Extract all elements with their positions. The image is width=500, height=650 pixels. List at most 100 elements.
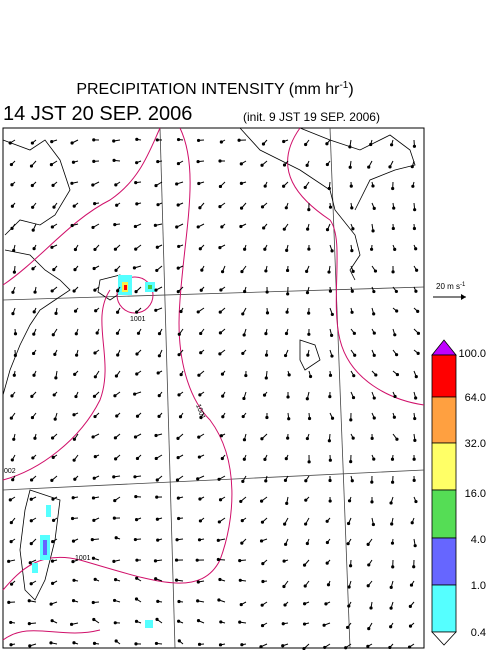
wind-scale-exponent: -1 — [460, 282, 466, 288]
wind-vector-head — [196, 138, 201, 143]
wind-vector-head — [70, 181, 74, 185]
wind-vector-head — [282, 584, 286, 589]
wind-vector-head — [28, 561, 32, 565]
wind-vector-head — [135, 558, 139, 562]
wind-vector-head — [132, 266, 137, 270]
wind-vector-head — [325, 142, 329, 146]
wind-vector-head — [408, 604, 412, 608]
wind-vector-head — [308, 374, 313, 379]
wind-vector-head — [94, 309, 98, 313]
wind-vector-head — [9, 162, 14, 167]
wind-vector-head — [305, 163, 309, 167]
wind-vector-head — [305, 269, 309, 273]
wind-vector-head — [216, 538, 220, 542]
colorbar-label: 32.0 — [465, 438, 486, 450]
wind-vector-head — [238, 620, 242, 624]
wind-vector-head — [71, 599, 76, 603]
wind-vector-head — [13, 332, 18, 336]
wind-vector-head — [9, 520, 13, 525]
colorbar-band — [431, 537, 457, 586]
wind-vector-head — [198, 206, 202, 210]
isobar-label: 1001 — [130, 316, 146, 323]
wind-vector-head — [196, 580, 200, 584]
wind-vector-head — [265, 290, 269, 294]
wind-vector-head — [31, 205, 35, 209]
colorbar — [431, 339, 457, 646]
wind-vector-head — [327, 270, 331, 274]
wind-vector-head — [134, 518, 139, 522]
isobar-label: 1001 — [194, 403, 206, 420]
wind-vector-head — [112, 139, 116, 143]
wind-vector-head — [350, 479, 354, 483]
wind-vector-head — [113, 247, 118, 251]
wind-vector-head — [372, 416, 376, 420]
wind-vector-head — [93, 577, 97, 581]
wind-vector-head — [389, 143, 394, 147]
wind-vector-head — [281, 644, 285, 648]
wind-vector-head — [114, 183, 118, 187]
wind-vector-head — [238, 578, 242, 582]
wind-vector-head — [287, 373, 291, 377]
wind-vector-head — [10, 226, 14, 230]
wind-vector-head — [416, 351, 420, 355]
wind-vector-head — [260, 603, 264, 607]
wind-vector-head — [371, 229, 375, 233]
colorbar-label: 1.0 — [471, 580, 486, 592]
wind-vector-head — [263, 457, 267, 461]
wind-vector-head — [218, 498, 223, 502]
wind-vector-head — [154, 183, 158, 188]
wind-scale-text: 20 m s — [436, 282, 460, 291]
wind-vector-head — [413, 416, 417, 421]
wind-vector-head — [260, 205, 265, 209]
wind-vector-head — [29, 478, 34, 482]
wind-vector-head — [73, 477, 77, 481]
wind-vector-head — [29, 164, 34, 168]
wind-vector-head — [93, 351, 97, 355]
wind-vector-head — [13, 353, 17, 357]
colorbar-band — [431, 354, 457, 398]
wind-vector-head — [54, 376, 58, 380]
wind-vector-head — [175, 182, 179, 186]
wind-vector-head — [219, 434, 223, 438]
wind-vector-head — [219, 288, 223, 292]
wind-vector-head — [217, 598, 221, 602]
wind-vector-head — [154, 641, 159, 646]
colorbar-label: 4.0 — [471, 534, 486, 546]
wind-vector-head — [240, 269, 244, 274]
wind-vector-head — [390, 522, 394, 526]
wind-vector-head — [370, 480, 374, 484]
title-text: PRECIPITATION INTENSITY (mm hr — [76, 81, 340, 98]
wind-vector-head — [74, 394, 78, 399]
wind-vector-head — [374, 373, 378, 377]
wind-vector-head — [260, 163, 264, 167]
wind-vector-head — [393, 247, 397, 251]
wind-vector-head — [30, 394, 34, 398]
wind-vector-head — [220, 372, 225, 376]
wind-vector-head — [391, 226, 395, 231]
wind-vector-head — [197, 538, 202, 542]
wind-vector-head — [328, 373, 333, 377]
wind-vector-head — [221, 415, 225, 419]
wind-vector-head — [12, 270, 16, 274]
wind-vector-head — [261, 142, 266, 146]
wind-vector-head — [133, 435, 138, 439]
wind-vector-head — [51, 333, 55, 337]
wind-vector-head — [284, 542, 288, 546]
wind-vector-head — [175, 225, 179, 229]
wind-vector-head — [305, 541, 309, 546]
wind-vector-head — [372, 353, 376, 357]
wind-vector-head — [366, 542, 370, 547]
wind-vector-head — [157, 394, 161, 398]
wind-vector-head — [239, 499, 243, 504]
wind-vector-head — [176, 456, 180, 460]
coastlines — [2, 127, 416, 601]
wind-vector-head — [50, 245, 54, 249]
wind-vector-head — [92, 394, 97, 398]
wind-vector-head — [264, 353, 269, 357]
title: PRECIPITATION INTENSITY (mm hr-1) — [76, 80, 353, 98]
wind-vector-head — [8, 498, 12, 502]
wind-vector-head — [219, 620, 223, 624]
wind-vector-head — [410, 165, 414, 169]
wind-vector-head — [155, 478, 159, 482]
isobar-label: 1001 — [75, 555, 91, 562]
